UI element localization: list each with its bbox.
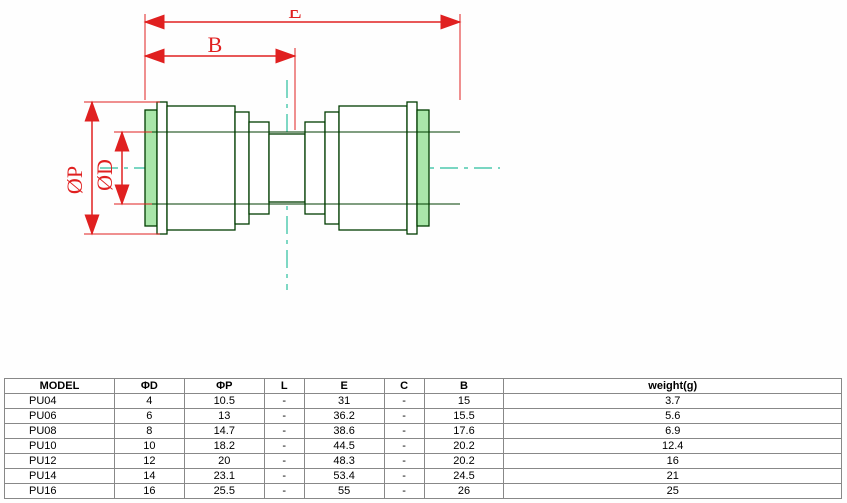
- cell-d: 8: [114, 424, 184, 439]
- cell-b: 15: [424, 394, 504, 409]
- dim-label-P: ØP: [62, 166, 87, 194]
- part-segment: [325, 112, 339, 224]
- cell-model: PU14: [5, 469, 115, 484]
- table-header: MODELΦDΦPLECBweight(g): [5, 379, 842, 394]
- cell-p: 14.7: [184, 424, 264, 439]
- cell-e: 31: [304, 394, 384, 409]
- col-header-l: L: [264, 379, 304, 394]
- cell-p: 25.5: [184, 484, 264, 499]
- cell-d: 12: [114, 454, 184, 469]
- table-row: PU161625.5-55-2625: [5, 484, 842, 499]
- cell-l: -: [264, 439, 304, 454]
- cell-d: 10: [114, 439, 184, 454]
- cell-w: 21: [504, 469, 842, 484]
- cell-p: 10.5: [184, 394, 264, 409]
- cell-w: 16: [504, 454, 842, 469]
- col-header-e: E: [304, 379, 384, 394]
- cell-model: PU10: [5, 439, 115, 454]
- part-segment: [269, 134, 305, 202]
- cell-e: 55: [304, 484, 384, 499]
- part-segment: [249, 122, 269, 214]
- cell-c: -: [384, 424, 424, 439]
- cell-l: -: [264, 394, 304, 409]
- part-segment: [145, 110, 157, 226]
- cell-w: 25: [504, 484, 842, 499]
- cell-w: 3.7: [504, 394, 842, 409]
- cell-l: -: [264, 424, 304, 439]
- cell-l: -: [264, 454, 304, 469]
- cell-b: 26: [424, 484, 504, 499]
- part-segment: [167, 106, 235, 230]
- technical-drawing: E B ØP ØD: [60, 10, 540, 330]
- table-row: PU141423.1-53.4-24.521: [5, 469, 842, 484]
- part-segment: [417, 110, 429, 226]
- cell-c: -: [384, 454, 424, 469]
- cell-c: -: [384, 409, 424, 424]
- cell-e: 44.5: [304, 439, 384, 454]
- cell-l: -: [264, 484, 304, 499]
- table-row: PU101018.2-44.5-20.212.4: [5, 439, 842, 454]
- cell-d: 4: [114, 394, 184, 409]
- cell-c: -: [384, 484, 424, 499]
- cell-w: 12.4: [504, 439, 842, 454]
- spec-table-container: MODELΦDΦPLECBweight(g) PU04410.5-31-153.…: [4, 378, 842, 499]
- col-header-b: B: [424, 379, 504, 394]
- col-header-w: weight(g): [504, 379, 842, 394]
- cell-b: 17.6: [424, 424, 504, 439]
- part-segment: [305, 122, 325, 214]
- cell-e: 53.4: [304, 469, 384, 484]
- cell-c: -: [384, 394, 424, 409]
- table-body: PU04410.5-31-153.7PU06613-36.2-15.55.6PU…: [5, 394, 842, 499]
- cell-c: -: [384, 439, 424, 454]
- cell-l: -: [264, 469, 304, 484]
- cell-model: PU16: [5, 484, 115, 499]
- cell-b: 20.2: [424, 454, 504, 469]
- col-header-model: MODEL: [5, 379, 115, 394]
- part-segment: [235, 112, 249, 224]
- cell-p: 20: [184, 454, 264, 469]
- table-row: PU121220-48.3-20.216: [5, 454, 842, 469]
- cell-b: 24.5: [424, 469, 504, 484]
- table-row: PU08814.7-38.6-17.66.9: [5, 424, 842, 439]
- dim-label-D: ØD: [92, 159, 117, 191]
- cell-p: 13: [184, 409, 264, 424]
- col-header-p: ΦP: [184, 379, 264, 394]
- cell-e: 36.2: [304, 409, 384, 424]
- cell-model: PU04: [5, 394, 115, 409]
- cell-p: 18.2: [184, 439, 264, 454]
- cell-b: 20.2: [424, 439, 504, 454]
- table-row: PU04410.5-31-153.7: [5, 394, 842, 409]
- cell-c: -: [384, 469, 424, 484]
- dim-label-E: E: [288, 10, 301, 23]
- cell-e: 38.6: [304, 424, 384, 439]
- drawing-svg: E B ØP ØD: [60, 10, 540, 330]
- cell-d: 14: [114, 469, 184, 484]
- fitting-body: [145, 102, 460, 234]
- cell-b: 15.5: [424, 409, 504, 424]
- cell-e: 48.3: [304, 454, 384, 469]
- cell-l: -: [264, 409, 304, 424]
- table-row: PU06613-36.2-15.55.6: [5, 409, 842, 424]
- cell-model: PU08: [5, 424, 115, 439]
- col-header-d: ΦD: [114, 379, 184, 394]
- cell-model: PU06: [5, 409, 115, 424]
- cell-w: 6.9: [504, 424, 842, 439]
- part-segment: [339, 106, 407, 230]
- spec-table: MODELΦDΦPLECBweight(g) PU04410.5-31-153.…: [4, 378, 842, 499]
- cell-w: 5.6: [504, 409, 842, 424]
- cell-model: PU12: [5, 454, 115, 469]
- part-segment: [407, 102, 417, 234]
- dim-label-B: B: [208, 32, 223, 57]
- part-segment: [157, 102, 167, 234]
- cell-d: 16: [114, 484, 184, 499]
- cell-p: 23.1: [184, 469, 264, 484]
- col-header-c: C: [384, 379, 424, 394]
- cell-d: 6: [114, 409, 184, 424]
